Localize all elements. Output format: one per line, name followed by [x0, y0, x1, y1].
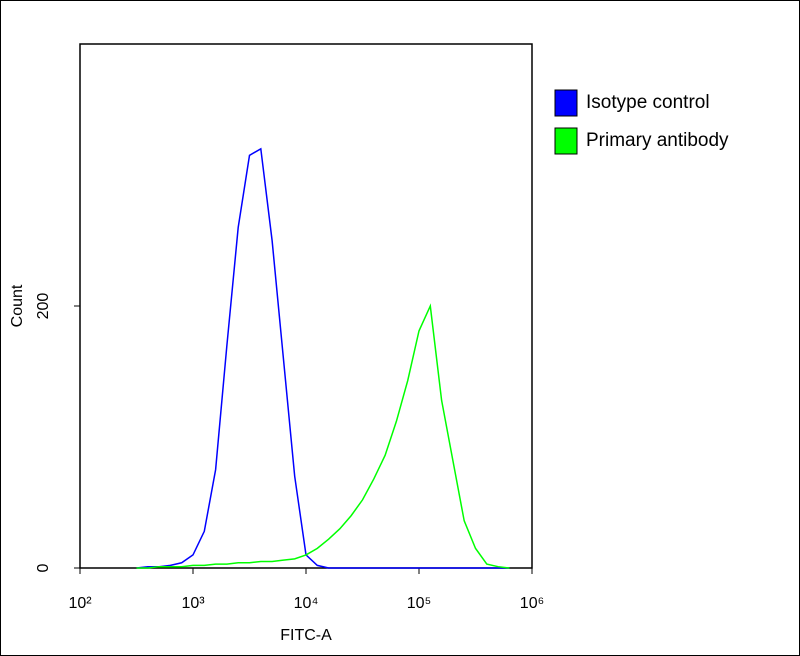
- plot-area: [79, 43, 533, 569]
- series-line: [136, 303, 510, 569]
- legend-swatch: [554, 89, 578, 117]
- x-tick-label: 10⁶: [520, 595, 544, 612]
- y-tick-label: 0: [35, 563, 52, 572]
- x-tick-label: 10²: [68, 595, 92, 612]
- y-tick-label: 200: [35, 293, 52, 320]
- x-tick-label: 10⁴: [294, 595, 319, 612]
- y-axis-label: Count: [9, 284, 26, 327]
- legend-label: Primary antibody: [586, 130, 729, 151]
- legend-swatch: [554, 127, 578, 155]
- x-axis-label: FITC-A: [280, 627, 332, 644]
- legend: Isotype control Primary antibody: [554, 89, 729, 155]
- x-tick-label: 10³: [181, 595, 205, 612]
- x-tick-label: 10⁵: [407, 595, 431, 612]
- legend-label: Isotype control: [586, 92, 710, 113]
- series-line: [136, 147, 510, 569]
